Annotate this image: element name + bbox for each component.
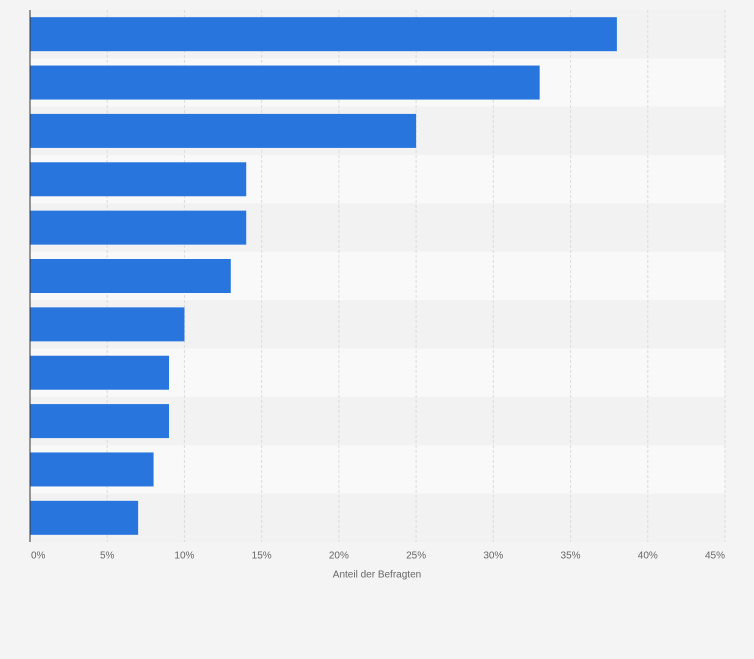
x-tick-label: 5% — [100, 551, 115, 562]
x-tick-label: 20% — [329, 551, 349, 562]
x-tick-label: 15% — [252, 551, 272, 562]
x-axis-label: Anteil der Befragten — [333, 570, 421, 581]
x-tick-label: 35% — [561, 551, 581, 562]
bar — [30, 17, 617, 52]
bar — [30, 259, 231, 293]
x-tick-label: 40% — [638, 551, 658, 562]
x-tick-label: 30% — [483, 551, 503, 562]
bar — [30, 452, 154, 487]
x-tick-label: 25% — [406, 551, 426, 562]
bar — [30, 65, 540, 100]
row-band — [30, 493, 725, 542]
bar — [30, 404, 169, 439]
x-tick-label: 0% — [31, 551, 46, 562]
bar — [30, 500, 139, 535]
bar — [30, 210, 247, 245]
bar — [30, 307, 185, 342]
bar — [30, 355, 169, 390]
bar — [30, 113, 417, 148]
bar — [30, 162, 247, 197]
x-tick-label: 10% — [174, 551, 194, 562]
x-tick-label: 45% — [705, 551, 725, 562]
